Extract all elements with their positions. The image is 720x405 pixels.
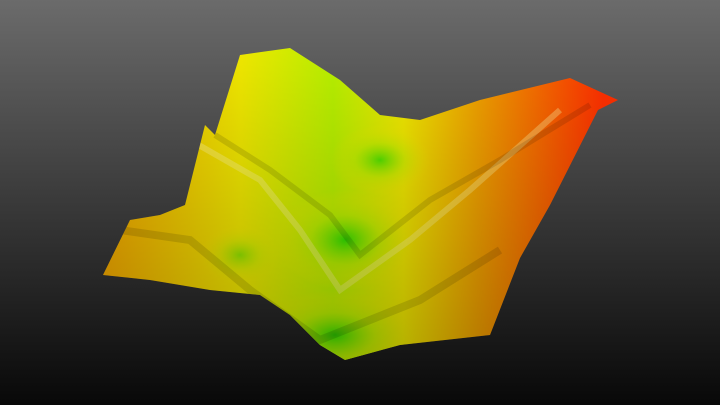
surface-plot-viewport[interactable]: const data = JSON.parse(document.getElem… (0, 0, 720, 405)
